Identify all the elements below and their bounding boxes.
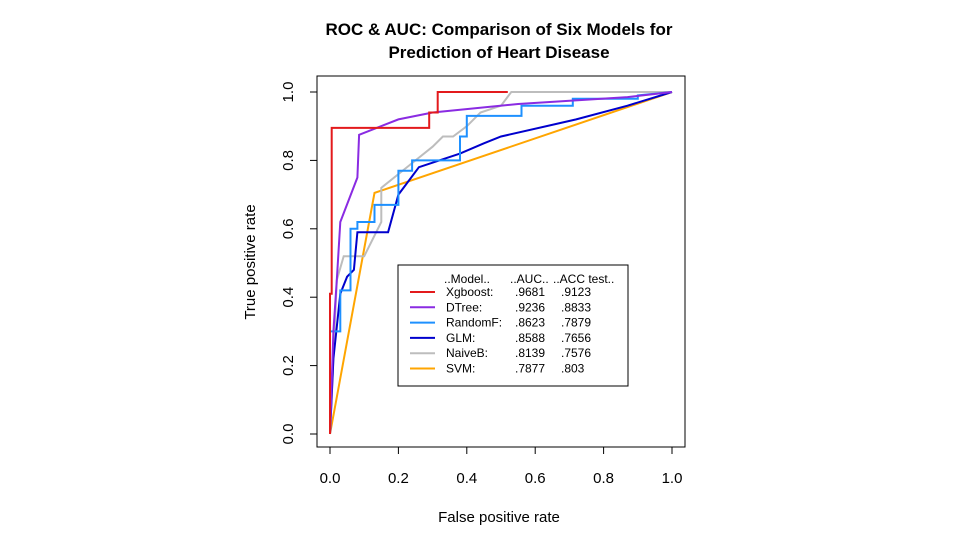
series-line-dtree	[329, 91, 673, 435]
x-tick-label: 0.6	[525, 470, 546, 487]
y-tick-label: 1.0	[280, 82, 297, 103]
x-tick-label: 0.0	[320, 470, 341, 487]
legend-model-dtree: DTree:	[446, 300, 482, 314]
legend-auc-glm: .8588	[515, 331, 545, 345]
y-tick-label: 0.6	[280, 218, 297, 239]
legend-header-acc: ..ACC test..	[553, 272, 614, 286]
legend-acc-randomf: .7879	[561, 316, 591, 330]
legend-model-glm: GLM:	[446, 331, 475, 345]
plot-box	[316, 75, 686, 448]
legend-model-randomf: RandomF:	[446, 316, 502, 330]
legend-auc-xgboost: .9681	[515, 285, 545, 299]
legend-auc-svm: .7877	[515, 362, 545, 376]
y-tick-label: 0.0	[280, 424, 297, 445]
legend-auc-dtree: .9236	[515, 300, 545, 314]
legend-acc-naiveb: .7576	[561, 346, 591, 360]
series-line-glm	[329, 91, 673, 435]
y-axis-label: True positive rate	[242, 204, 259, 319]
x-tick-label: 0.8	[593, 470, 614, 487]
chart-title-line2: Prediction of Heart Disease	[388, 43, 609, 62]
series-line-svm	[329, 91, 673, 435]
legend-model-naiveb: NaiveB:	[446, 346, 488, 360]
legend-model-xgboost: Xgboost:	[446, 285, 493, 299]
legend-acc-svm: .803	[561, 362, 585, 376]
legend-header-model: ..Model..	[444, 272, 490, 286]
x-axis-label: False positive rate	[438, 509, 560, 526]
series-line-xgboost	[329, 91, 508, 434]
x-tick-label: 0.2	[388, 470, 409, 487]
series-layer	[329, 91, 673, 435]
legend-acc-dtree: .8833	[561, 300, 591, 314]
chart-title-line1: ROC & AUC: Comparison of Six Models for	[326, 20, 673, 39]
x-tick-label: 0.4	[456, 470, 477, 487]
legend-acc-xgboost: .9123	[561, 285, 591, 299]
legend-auc-naiveb: .8139	[515, 346, 545, 360]
y-tick-label: 0.2	[280, 355, 297, 376]
x-tick-label: 1.0	[662, 470, 683, 487]
series-line-randomf	[329, 91, 673, 434]
y-tick-label: 0.8	[280, 150, 297, 171]
legend-acc-glm: .7656	[561, 331, 591, 345]
legend: ..Model.. ..AUC.. ..ACC test.. Xgboost:.…	[397, 264, 629, 387]
legend-auc-randomf: .8623	[515, 316, 545, 330]
x-axis: 0.0 0.2 0.4 0.6 0.8 1.0	[320, 446, 683, 487]
legend-model-svm: SVM:	[446, 362, 475, 376]
legend-box	[397, 264, 629, 387]
legend-header-auc: ..AUC..	[510, 272, 549, 286]
y-tick-label: 0.4	[280, 287, 297, 308]
y-axis: 0.0 0.2 0.4 0.6 0.8 1.0	[280, 82, 318, 445]
series-line-naiveb	[329, 91, 672, 435]
